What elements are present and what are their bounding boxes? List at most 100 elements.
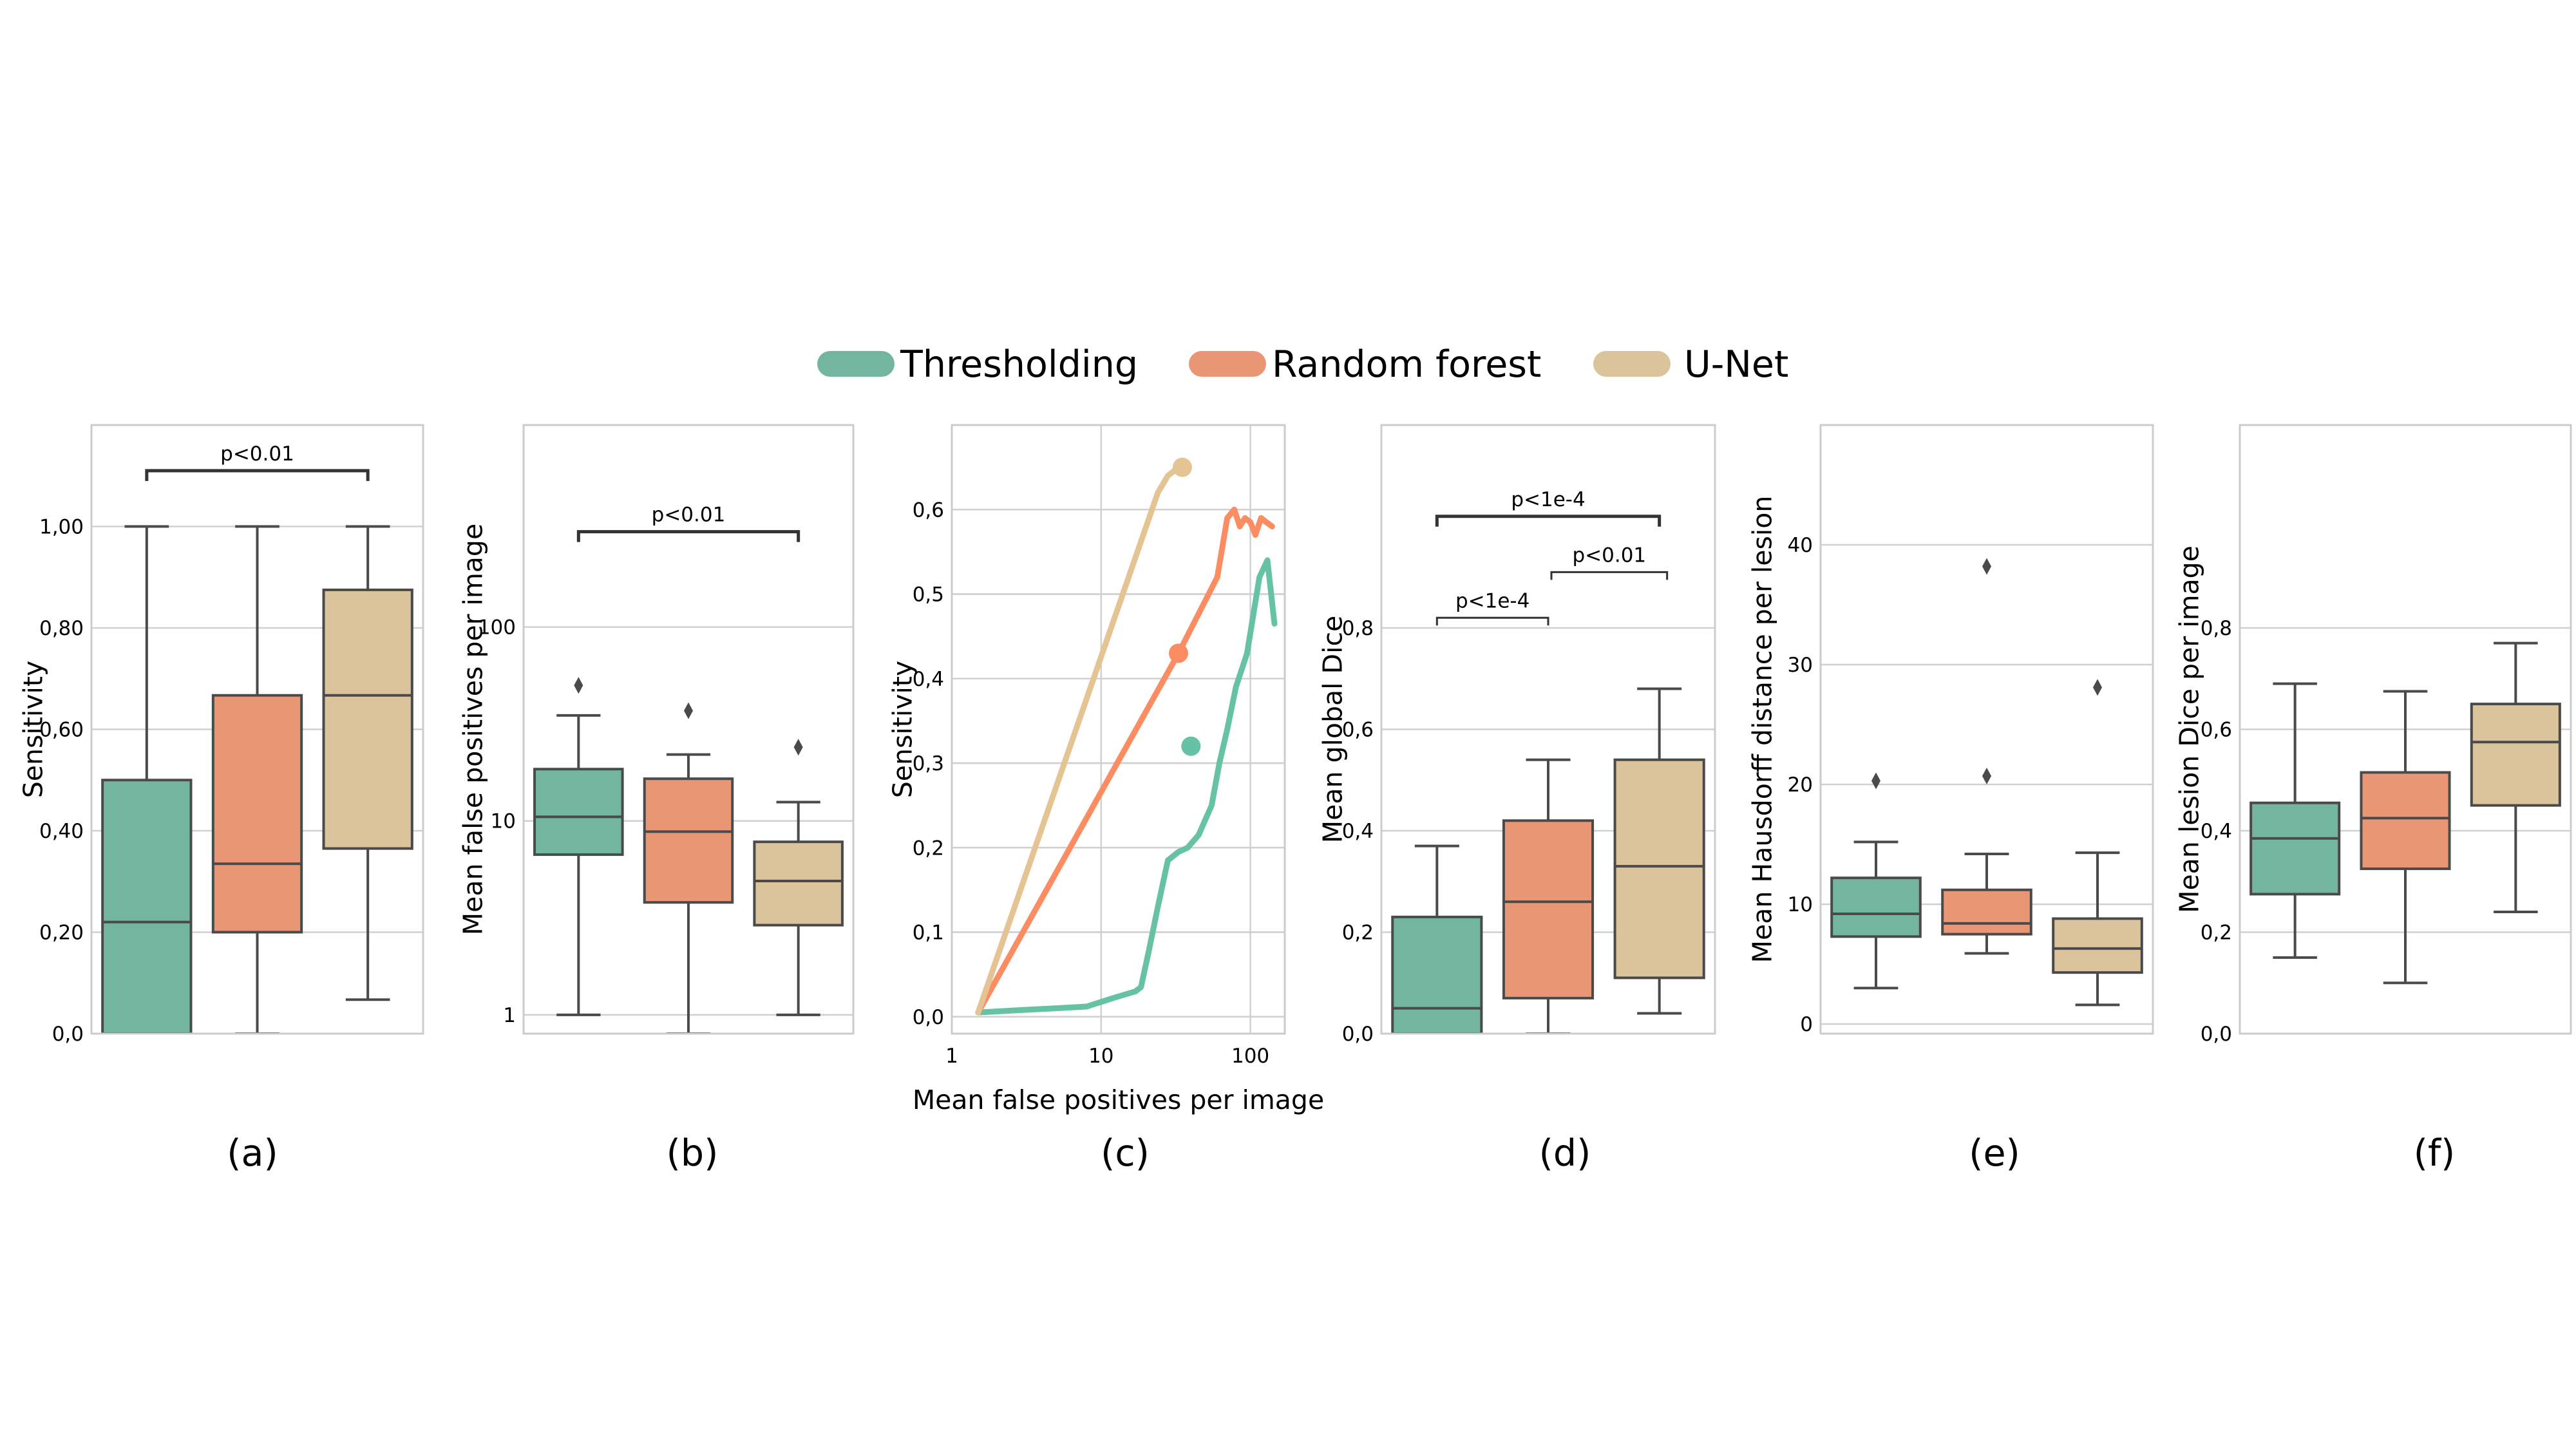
- p-value-label: p<0.01: [220, 442, 294, 466]
- ytick-label: 0,6: [1342, 719, 1374, 742]
- ytick-label: 0,0: [913, 1006, 944, 1029]
- box-rect: [643, 777, 734, 904]
- ytick-label: 30: [1788, 654, 1813, 677]
- legend: Thresholding Random forest U-Net: [817, 343, 1788, 386]
- ytick-label: 0,4: [913, 668, 944, 691]
- plot-frame: [951, 424, 1286, 1035]
- significance-bracket: [1435, 515, 1662, 527]
- box-0: [1391, 844, 1483, 1034]
- xtick-label: 10: [1088, 1045, 1113, 1068]
- box-rect: [533, 768, 624, 857]
- panel-c: 1 10 100 0,0 0,1 0,2 0,3 0,4 0,5 0,6 Sensitivity (c…: [887, 424, 1324, 1175]
- panel-e: 0 10 20 30 40 Mean Hausdorff distance per les…: [1747, 424, 2154, 1175]
- box-2: [322, 525, 413, 1001]
- outlier-point: [574, 677, 583, 694]
- ytick-label: 0,2: [1342, 922, 1374, 945]
- x-axis-label: Mean false positives per image: [913, 1084, 1324, 1115]
- box-1: [211, 525, 303, 1034]
- ytick-label: 0,0: [1342, 1023, 1374, 1046]
- ytick-label: 0,0: [52, 1023, 84, 1046]
- series-line-1: [975, 506, 1275, 1016]
- box-1: [643, 702, 734, 1034]
- ytick-label: 10: [491, 810, 516, 833]
- panel-label: (b): [667, 1132, 719, 1175]
- ytick-label: 100: [478, 616, 516, 639]
- box-2: [2052, 679, 2143, 1007]
- plot-frame: [522, 424, 855, 1035]
- ytick-label: 0,4: [1342, 820, 1374, 843]
- series-line-0: [975, 557, 1278, 1016]
- p-value-label: p<0.01: [652, 504, 726, 527]
- ytick-label: 0,60: [39, 719, 84, 742]
- plot-frame: [1819, 424, 2154, 1035]
- ytick-label: 10: [1788, 893, 1813, 916]
- box-rect: [1613, 758, 1705, 980]
- box-2: [753, 739, 844, 1016]
- plot-area: [1830, 558, 2143, 1007]
- y-axis-label: Sensitivity: [887, 661, 918, 798]
- ytick-label: 40: [1788, 534, 1813, 557]
- ytick-label: 0,80: [39, 617, 84, 640]
- ytick-label: 1,00: [39, 516, 84, 539]
- ytick-label: 0,2: [2201, 922, 2232, 945]
- p-value-label: p<1e-4: [1511, 488, 1585, 511]
- box-rect: [1830, 876, 1922, 938]
- y-axis-label: Mean lesion Dice per image: [2174, 545, 2204, 913]
- box-rect: [2052, 917, 2143, 974]
- outlier-point: [793, 739, 803, 756]
- legend-label-1: Random forest: [1272, 343, 1541, 386]
- ytick-label: 0,3: [913, 752, 944, 775]
- panel-label: (e): [1969, 1132, 2020, 1175]
- y-axis-label: Mean Hausdorff distance per lesion: [1747, 496, 1777, 963]
- outlier-point: [1982, 768, 1991, 785]
- ytick-label: 0,6: [913, 498, 944, 522]
- box-rect: [753, 840, 844, 927]
- box-1: [1502, 758, 1595, 1034]
- operating-point-1: [1168, 643, 1188, 663]
- plot-area: [2249, 641, 2561, 985]
- box-rect: [2360, 771, 2451, 871]
- panel-label: (d): [1539, 1132, 1591, 1175]
- xtick-label: 100: [1231, 1045, 1269, 1068]
- significance-bracket: [576, 530, 800, 542]
- ytick-label: 0,5: [913, 583, 944, 607]
- box-0: [1830, 772, 1922, 990]
- operating-point-0: [1181, 736, 1201, 756]
- ytick-label: 0,20: [39, 922, 84, 945]
- ytick-label: 0,2: [913, 837, 944, 860]
- box-rect: [1502, 819, 1595, 999]
- y-axis-label: Mean global Dice: [1317, 616, 1348, 844]
- plot-area: [533, 677, 844, 1034]
- box-rect: [2470, 703, 2561, 807]
- xtick-label: 1: [945, 1045, 958, 1068]
- panel-label: (f): [2414, 1132, 2456, 1175]
- panel-label: (c): [1101, 1132, 1150, 1175]
- box-2: [1613, 687, 1705, 1015]
- box-rect: [1941, 888, 2032, 936]
- plot-frame: [1380, 424, 1716, 1035]
- ytick-label: 0,8: [1342, 617, 1374, 640]
- plot-frame: [90, 424, 424, 1035]
- box-0: [2249, 682, 2341, 959]
- box-1: [2360, 690, 2451, 985]
- p-value-label: p<0.01: [1572, 544, 1646, 567]
- outlier-point: [1871, 772, 1880, 790]
- ytick-label: 0,0: [2201, 1023, 2232, 1046]
- box-2: [2470, 641, 2561, 913]
- box-rect: [211, 694, 303, 934]
- outlier-point: [2093, 679, 2102, 696]
- legend-label-0: Thresholding: [900, 343, 1138, 386]
- plot-area: [1391, 687, 1705, 1034]
- box-rect: [101, 779, 193, 1034]
- box-rect: [2249, 801, 2341, 896]
- box-0: [101, 525, 193, 1034]
- ytick-label: 0,6: [2201, 719, 2232, 742]
- ytick-label: 20: [1788, 773, 1813, 797]
- operating-point-2: [1172, 457, 1192, 477]
- ytick-label: 0,4: [2201, 820, 2232, 843]
- panel-label: (a): [227, 1132, 278, 1175]
- significance-bracket: [1435, 616, 1549, 626]
